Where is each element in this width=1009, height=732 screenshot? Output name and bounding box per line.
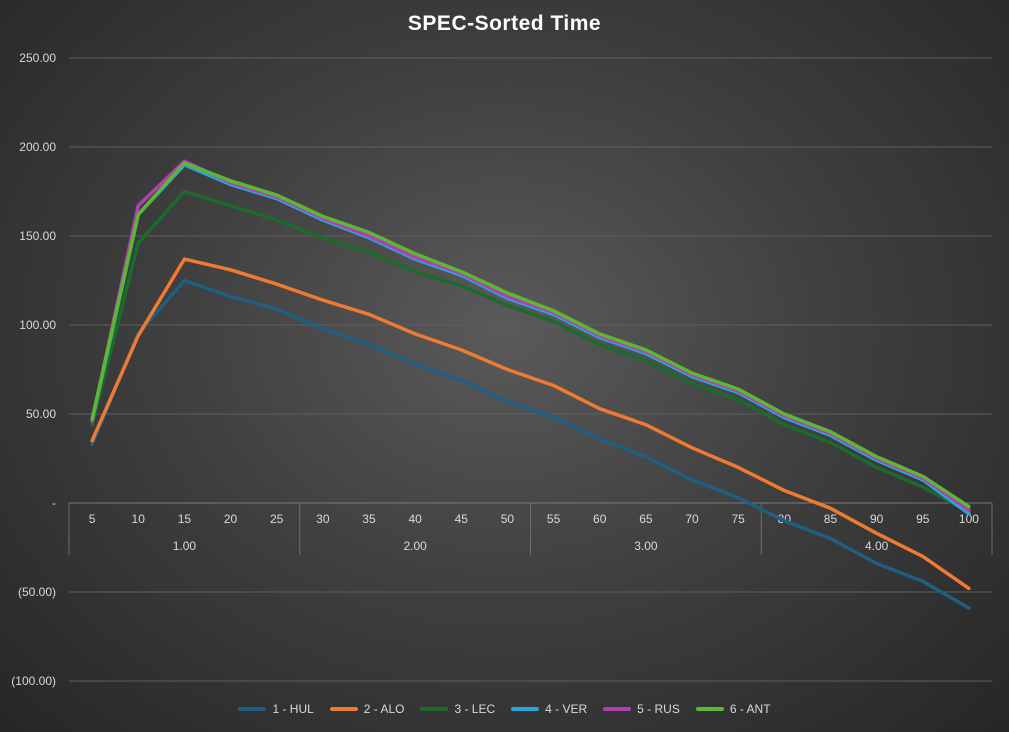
x-tick-label-65: 65 — [639, 512, 653, 526]
y-tick-label-2: 150.00 — [19, 229, 56, 243]
x-tick-label-35: 35 — [362, 512, 376, 526]
legend-swatch — [603, 707, 632, 711]
y-tick-label-4: 50.00 — [26, 407, 56, 421]
x-group-label-0: 1.00 — [173, 539, 197, 553]
x-tick-label-30: 30 — [316, 512, 330, 526]
legend-swatch — [238, 707, 267, 711]
x-tick-label-60: 60 — [593, 512, 607, 526]
x-tick-label-45: 45 — [455, 512, 469, 526]
chart-legend: 1 - HUL 2 - ALO 3 - LEC 4 - VER 5 - RUS 6 - A… — [0, 702, 1009, 716]
legend-swatch — [695, 707, 724, 711]
y-tick-label-5: - — [52, 496, 56, 510]
y-tick-label-1: 200.00 — [19, 140, 56, 154]
x-tick-label-40: 40 — [408, 512, 422, 526]
legend-entry: 3 - LEC — [420, 702, 495, 716]
legend-entry: 2 - ALO — [329, 702, 405, 716]
y-tick-label-0: 250.00 — [19, 51, 56, 65]
legend-label: 2 - ALO — [363, 702, 405, 716]
legend-label: 5 - RUS — [637, 702, 680, 716]
series-line-4-ver — [90, 163, 971, 516]
legend-swatch — [329, 707, 358, 711]
series-line-5-rus — [90, 159, 971, 512]
legend-swatch — [420, 707, 449, 711]
legend-entry: 4 - VER — [511, 702, 587, 716]
series-line-1-hul — [90, 278, 971, 610]
x-tick-label-25: 25 — [270, 512, 284, 526]
x-tick-label-5: 5 — [89, 512, 96, 526]
x-tick-label-75: 75 — [731, 512, 745, 526]
legend-entry: 6 - ANT — [695, 702, 771, 716]
x-tick-label-70: 70 — [685, 512, 699, 526]
series-line-3-lec — [90, 189, 971, 514]
x-tick-label-95: 95 — [916, 512, 930, 526]
legend-entry: 5 - RUS — [603, 702, 680, 716]
x-group-label-2: 3.00 — [634, 539, 658, 553]
legend-swatch — [511, 707, 540, 711]
chart-title: SPEC-Sorted Time — [407, 12, 602, 35]
legend-label: 3 - LEC — [454, 702, 496, 716]
series-line-2-alo — [90, 257, 971, 591]
legend-label: 6 - ANT — [729, 702, 771, 716]
x-tick-label-15: 15 — [178, 512, 192, 526]
x-tick-label-100: 100 — [959, 512, 979, 526]
legend-entry: 1 - HUL — [238, 702, 314, 716]
legend-label: 1 - HUL — [272, 702, 314, 716]
legend-label: 4 - VER — [545, 702, 588, 716]
x-tick-label-55: 55 — [547, 512, 561, 526]
x-group-label-3: 4.00 — [865, 539, 889, 553]
series-line-6-ant — [90, 161, 971, 509]
x-tick-label-50: 50 — [501, 512, 515, 526]
x-tick-label-85: 85 — [824, 512, 838, 526]
x-group-label-1: 2.00 — [403, 539, 427, 553]
x-tick-label-20: 20 — [224, 512, 238, 526]
y-tick-label-6: (50.00) — [18, 585, 56, 599]
y-tick-label-7: (100.00) — [11, 674, 56, 688]
x-tick-label-90: 90 — [870, 512, 884, 526]
x-tick-label-10: 10 — [132, 512, 146, 526]
y-tick-label-3: 100.00 — [19, 318, 56, 332]
